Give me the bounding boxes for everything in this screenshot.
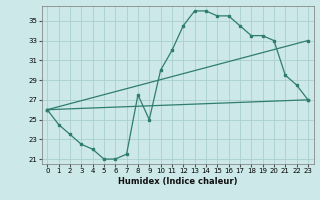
X-axis label: Humidex (Indice chaleur): Humidex (Indice chaleur) bbox=[118, 177, 237, 186]
